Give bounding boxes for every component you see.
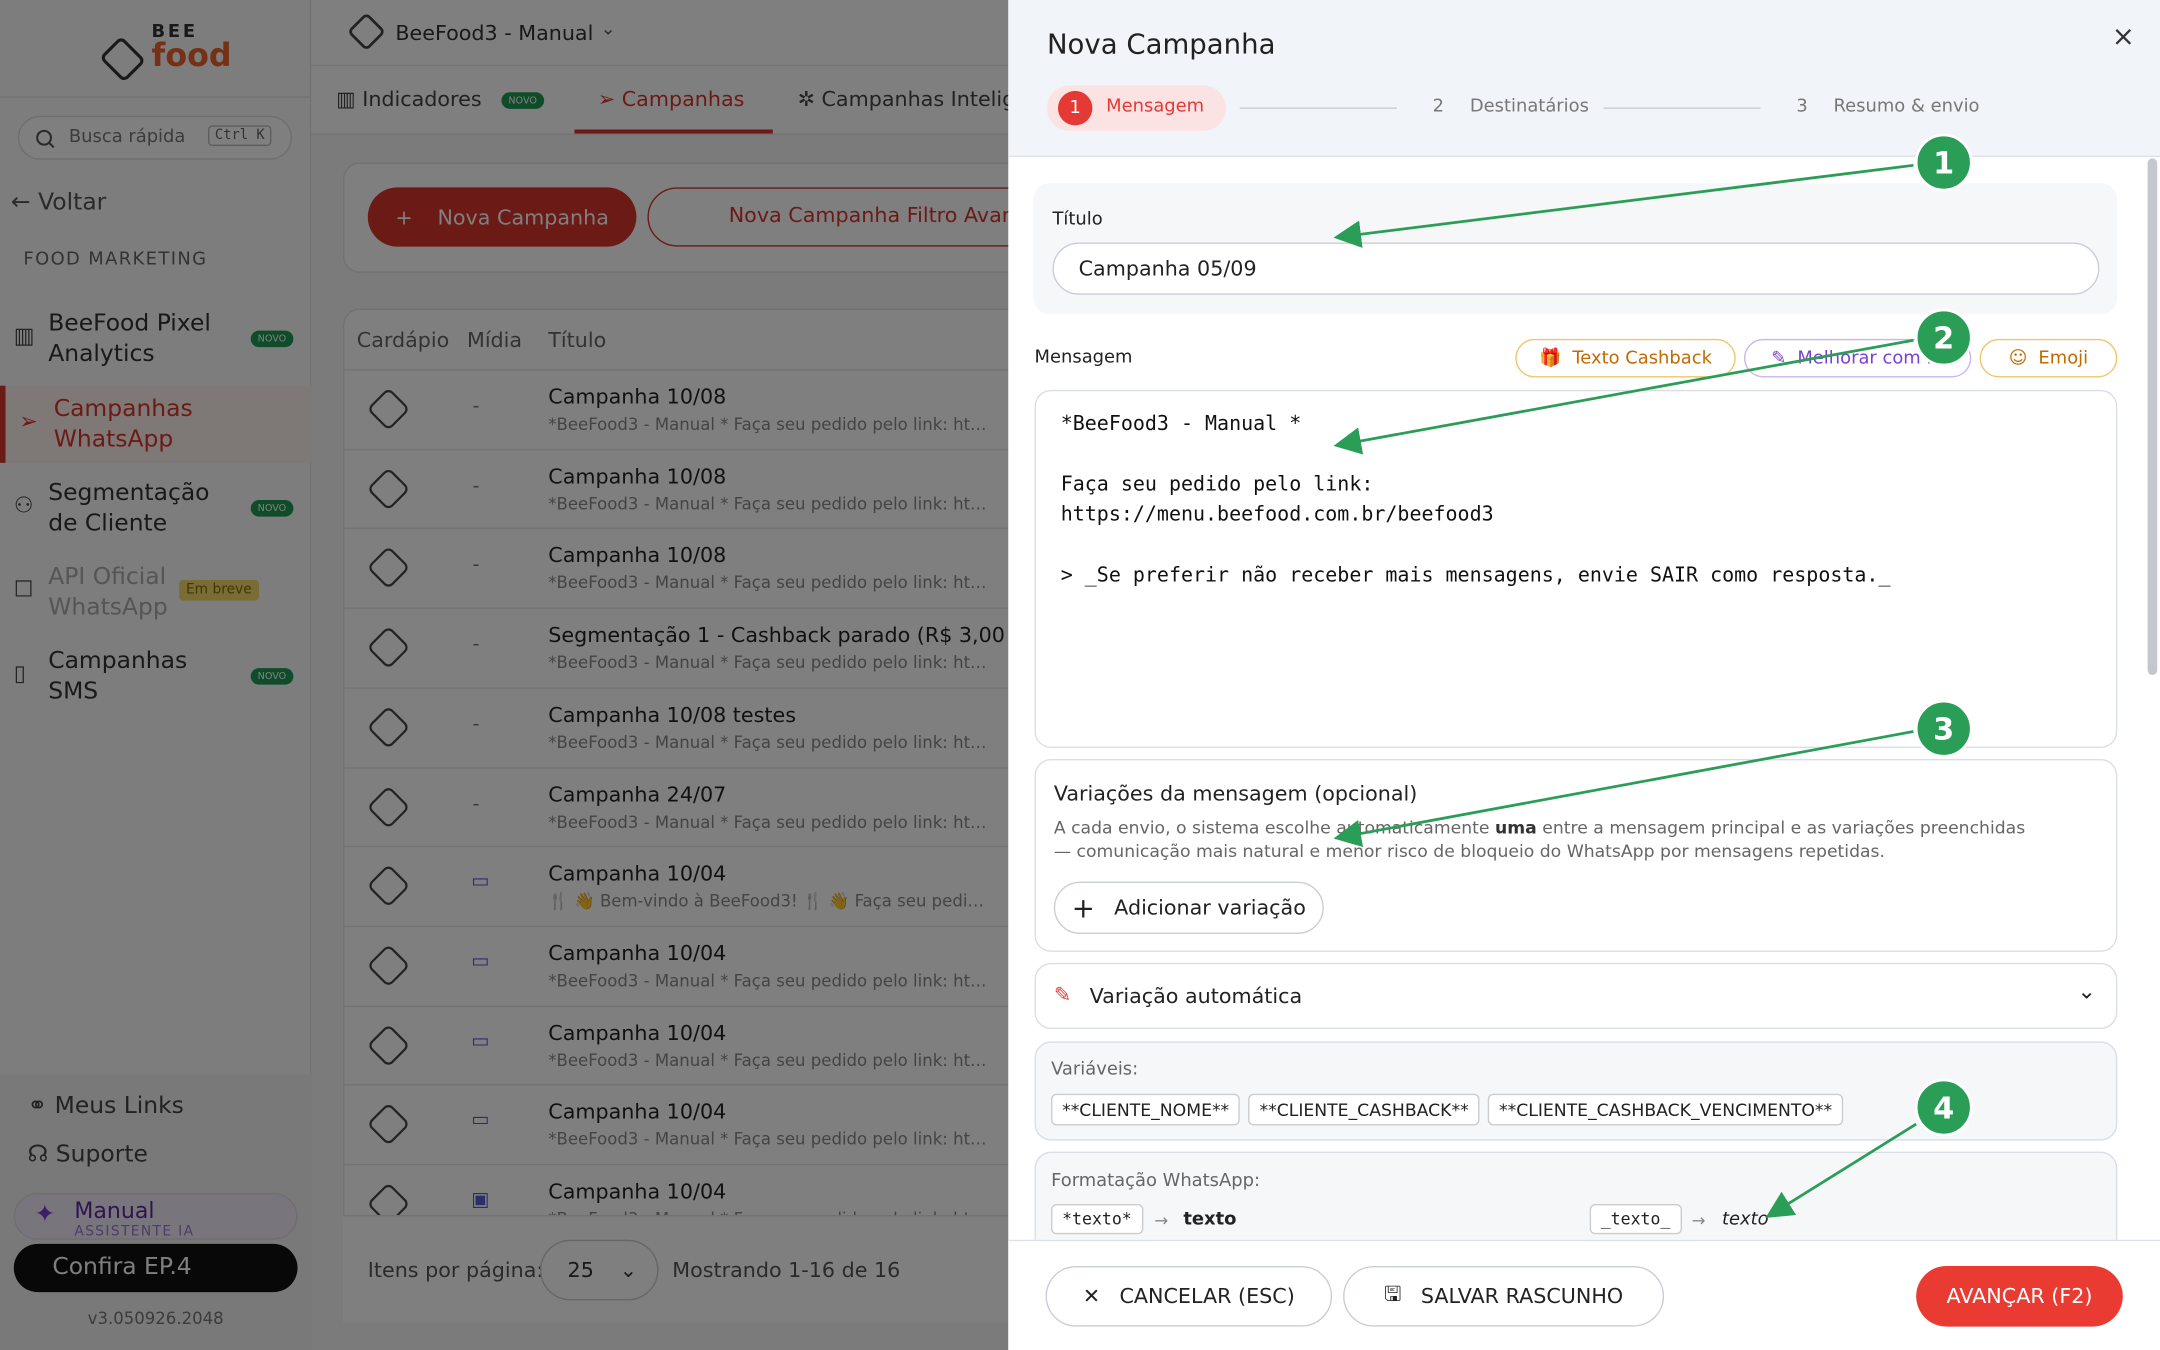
format-result: texto <box>1183 1209 1237 1231</box>
annotation-number: 3 <box>1933 713 1954 748</box>
variables-card: Variáveis: **CLIENTE_NOME** **CLIENTE_CAS… <box>1034 1041 2118 1141</box>
annotation-arrow <box>1333 163 1914 248</box>
add-variation-button[interactable]: + Adicionar variação <box>1053 881 1324 934</box>
button-label: Adicionar variação <box>1114 895 1306 921</box>
field-label: Mensagem <box>1034 347 1133 368</box>
card-label: Variáveis: <box>1051 1059 1139 1080</box>
step-number: 1 <box>1057 90 1093 126</box>
format-arrow: → <box>1154 1210 1169 1231</box>
format-arrow: → <box>1691 1210 1706 1231</box>
variable-chip[interactable]: **CLIENTE_CASHBACK** <box>1248 1093 1480 1126</box>
annotation-arrow <box>1333 730 1914 848</box>
step-label: Mensagem <box>1106 96 1205 118</box>
scrollbar[interactable] <box>2147 158 2158 676</box>
drawer-title: Nova Campanha <box>1046 27 1276 61</box>
annotation-number: 2 <box>1933 322 1954 357</box>
text: entre a mensagem principal e as variaçõe… <box>1053 816 2026 861</box>
step-number: 2 <box>1432 96 1445 118</box>
annotation-badge <box>1914 699 1973 758</box>
text-bold: uma <box>1494 816 1537 838</box>
variations-card: Variações da mensagem (opcional) A cada … <box>1034 759 2118 952</box>
annotation-badge <box>1914 133 1973 192</box>
input-value: Campanha 05/09 <box>1078 256 1257 282</box>
title-input[interactable]: Campanha 05/09 <box>1052 242 2100 295</box>
step-label: Resumo & envio <box>1833 96 1980 118</box>
annotation-arrow <box>1765 1122 1917 1218</box>
backdrop[interactable] <box>0 0 1009 1350</box>
step-label: Destinatários <box>1469 96 1589 118</box>
button-label: AVANÇAR (F2) <box>1946 1283 2093 1309</box>
annotation-number: 4 <box>1933 1092 1954 1127</box>
variable-chip[interactable]: **CLIENTE_CASHBACK_VENCIMENTO** <box>1487 1093 1844 1126</box>
tool-button[interactable]: 🎁 Texto Cashback <box>1515 338 1736 378</box>
format-result: texto <box>1721 1209 1769 1231</box>
tool-button[interactable]: ✎ Melhorar com IA <box>1743 338 1972 378</box>
accordion-label: Variação automática <box>1089 983 1303 1009</box>
tool-button[interactable]: ☺ Emoji <box>1979 338 2118 378</box>
annotation-arrow <box>1333 338 1914 455</box>
cancel-button[interactable]: ✕ CANCELAR (ESC) <box>1045 1265 1333 1327</box>
field-label: Título <box>1052 209 1103 231</box>
card-label: Formatação WhatsApp: <box>1051 1170 1261 1192</box>
close-button[interactable]: × <box>2111 19 2135 53</box>
tool-label: Melhorar com IA <box>1797 347 1944 369</box>
annotation-badge <box>1914 1078 1973 1137</box>
save-draft-button[interactable]: 🖫 SALVAR RASCUNHO <box>1343 1265 1665 1327</box>
card-title: Variações da mensagem (opcional) <box>1053 781 1418 806</box>
annotation-number: 1 <box>1933 147 1954 182</box>
card-description: A cada envio, o sistema escolhe automati… <box>1054 816 2046 863</box>
button-label: SALVAR RASCUNHO <box>1420 1283 1624 1309</box>
tool-label: Texto Cashback <box>1572 347 1712 369</box>
message-textarea[interactable]: *BeeFood3 - Manual * Faça seu pedido pel… <box>1034 389 2118 749</box>
variable-chip[interactable]: **CLIENTE_NOME** <box>1051 1093 1241 1126</box>
step-number: 3 <box>1796 96 1808 118</box>
format-code: *texto* <box>1051 1203 1143 1235</box>
next-button[interactable]: AVANÇAR (F2) <box>1916 1265 2123 1327</box>
text: A cada envio, o sistema escolhe automati… <box>1053 816 1495 838</box>
format-code: _texto_ <box>1589 1203 1682 1235</box>
auto-variation[interactable]: ✎ Variação automática ⌄ <box>1034 962 2118 1030</box>
button-label: CANCELAR (ESC) <box>1119 1283 1295 1309</box>
annotation-badge <box>1914 308 1973 367</box>
tool-label: Emoji <box>2038 347 2089 369</box>
